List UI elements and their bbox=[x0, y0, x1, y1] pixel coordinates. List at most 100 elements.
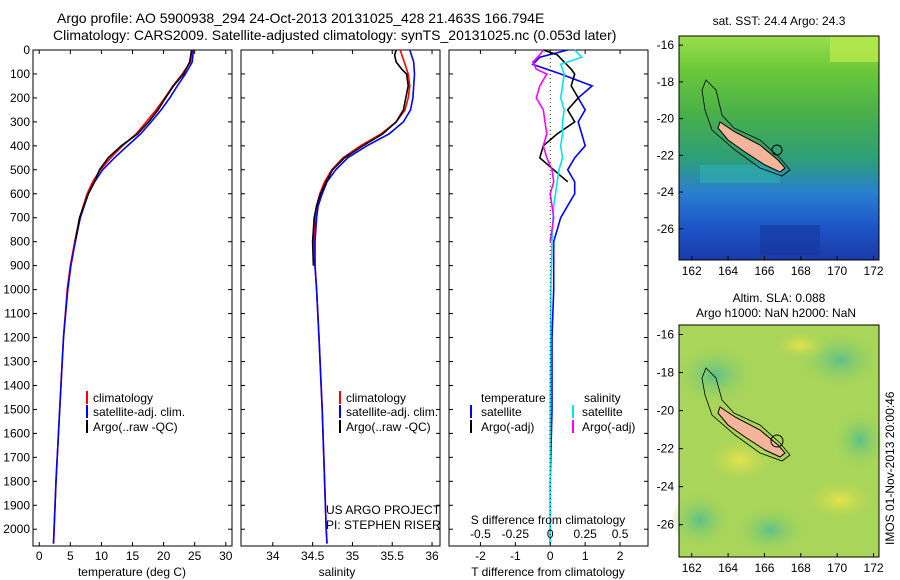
sla-blob bbox=[735, 506, 805, 554]
legend-label-satellite: satellite-adj. clim. bbox=[346, 405, 438, 419]
depth-tick-label: 200 bbox=[10, 91, 30, 105]
top-x-tick-label: -0.25 bbox=[502, 527, 530, 541]
depth-tick-label: 1200 bbox=[3, 331, 30, 345]
x-tick-label: 34.5 bbox=[301, 549, 325, 563]
map-x-tick-label: 162 bbox=[682, 264, 702, 278]
series-line-climatology bbox=[52, 49, 193, 544]
depth-tick-label: 100 bbox=[10, 67, 30, 81]
depth-tick-label: 700 bbox=[10, 211, 30, 225]
x-tick-label: 25 bbox=[188, 549, 202, 563]
depth-tick-label: 0 bbox=[23, 43, 30, 57]
map-x-tick-label: 172 bbox=[864, 264, 884, 278]
map-x-tick-label: 172 bbox=[864, 561, 884, 575]
sla-map-title-line1: Altim. SLA: 0.088 bbox=[733, 291, 826, 305]
figure-title-line2: Climatology: CARS2009. Satellite-adjuste… bbox=[53, 27, 617, 43]
x-tick-label: 2 bbox=[617, 549, 624, 563]
map-x-tick-label: 166 bbox=[754, 264, 774, 278]
legend-label-argo: Argo(..raw -QC) bbox=[93, 420, 178, 434]
sst-map-ticks: 162 164 166 168 170 172 -16 -18 -20 -22 -24 -26 bbox=[657, 38, 884, 278]
x-tick-label: 10 bbox=[95, 549, 109, 563]
map-y-tick-label: -20 bbox=[657, 404, 675, 418]
x-tick-label: 34 bbox=[266, 549, 280, 563]
legend-label-satellite-s: satellite bbox=[582, 405, 623, 419]
map-y-tick-label: -24 bbox=[657, 480, 675, 494]
legend-label-satellite: satellite-adj. clim. bbox=[93, 405, 185, 419]
x-tick-label: 5 bbox=[67, 549, 74, 563]
temperature-panel-frame bbox=[32, 49, 233, 547]
depth-tick-label: 2000 bbox=[3, 522, 30, 536]
x-tick-label: 1 bbox=[582, 549, 589, 563]
x-tick-label: 30 bbox=[219, 549, 233, 563]
legend-heading-salinity: salinity bbox=[584, 391, 621, 405]
map-y-tick-label: -16 bbox=[657, 38, 675, 52]
depth-tick-label: 1700 bbox=[3, 450, 30, 464]
map-y-tick-label: -20 bbox=[657, 112, 675, 126]
map-y-tick-label: -24 bbox=[657, 185, 675, 199]
sst-cool-patch bbox=[700, 165, 780, 183]
map-x-tick-label: 168 bbox=[791, 264, 811, 278]
reef-outline bbox=[701, 367, 791, 462]
x-tick-label: -1 bbox=[510, 549, 521, 563]
sla-map-title-line2: Argo h1000: NaN h2000: NaN bbox=[696, 306, 856, 320]
temperature-legend: climatology satellite-adj. clim. Argo(..… bbox=[86, 391, 185, 434]
legend-label-argo-t: Argo(-adj) bbox=[481, 420, 534, 434]
difference-legend-salinity: salinity satellite Argo(-adj) bbox=[572, 391, 635, 434]
salinity-series bbox=[311, 49, 416, 544]
project-label: US ARGO PROJECT bbox=[326, 503, 441, 517]
map-y-tick-label: -18 bbox=[657, 75, 675, 89]
series-line-satellite-adj-clim- bbox=[52, 49, 195, 544]
depth-tick-label: 1300 bbox=[3, 354, 30, 368]
series-line-argo-raw-qc- bbox=[74, 49, 193, 242]
sla-blob bbox=[675, 345, 755, 405]
sla-blob bbox=[834, 410, 886, 470]
series-line-climatology bbox=[313, 49, 411, 544]
temperature-series bbox=[52, 49, 195, 544]
sst-field bbox=[679, 36, 879, 260]
x-tick-label: -2 bbox=[475, 549, 486, 563]
legend-label-climatology: climatology bbox=[346, 391, 406, 405]
series-line-satellite-adj-clim- bbox=[314, 49, 416, 544]
map-x-tick-label: 162 bbox=[682, 561, 702, 575]
x-tick-label: 35 bbox=[346, 549, 360, 563]
depth-tick-label: 1500 bbox=[3, 402, 30, 416]
x-tick-label: 0 bbox=[547, 549, 554, 563]
top-x-tick-label: 0 bbox=[547, 527, 554, 541]
salinity-x-ticks: 34 34.5 35 35.5 36 bbox=[266, 50, 439, 563]
depth-tick-label: 500 bbox=[10, 163, 30, 177]
map-y-tick-label: -22 bbox=[657, 148, 675, 162]
sla-map-ticks: 162 164 166 168 170 172 -16 -18 -20 -22 -24 -26 bbox=[657, 328, 884, 575]
argo-marker-sla bbox=[770, 434, 784, 448]
map-y-tick-label: -26 bbox=[657, 222, 675, 236]
pi-label: PI: STEPHEN RISER bbox=[326, 518, 441, 532]
map-x-tick-label: 166 bbox=[754, 561, 774, 575]
difference-x-label: T difference from climatology bbox=[471, 565, 625, 579]
depth-tick-label: 400 bbox=[10, 139, 30, 153]
map-y-tick-label: -16 bbox=[657, 328, 675, 342]
series-line-argo-raw-qc- bbox=[311, 49, 410, 266]
map-x-tick-label: 164 bbox=[718, 561, 738, 575]
series-line-satellite-s bbox=[549, 49, 584, 544]
top-x-tick-label: 0.25 bbox=[573, 527, 597, 541]
sst-map-frame bbox=[678, 35, 880, 261]
x-tick-label: 36 bbox=[425, 549, 439, 563]
depth-tick-label: 1000 bbox=[3, 283, 30, 297]
sst-map bbox=[678, 35, 880, 261]
depth-tick-label: 1800 bbox=[3, 474, 30, 488]
depth-tick-label: 1900 bbox=[3, 498, 30, 512]
legend-label-climatology: climatology bbox=[93, 391, 153, 405]
depth-tick-label: 800 bbox=[10, 235, 30, 249]
sla-map bbox=[670, 324, 886, 558]
salinity-panel-frame bbox=[240, 49, 441, 547]
legend-heading-temperature: temperature bbox=[481, 391, 546, 405]
map-x-tick-label: 170 bbox=[827, 264, 847, 278]
imos-watermark: IMOS 01-Nov-2013 20:00:46 bbox=[883, 391, 897, 545]
depth-tick-label: 300 bbox=[10, 115, 30, 129]
sst-map-title: sat. SST: 24.4 Argo: 24.3 bbox=[713, 14, 846, 28]
difference-panel-frame bbox=[448, 49, 649, 547]
series-line-argo-s bbox=[531, 49, 555, 242]
x-tick-label: 35.5 bbox=[381, 549, 405, 563]
difference-top-x-label: S difference from climatology bbox=[471, 513, 626, 527]
salinity-x-label: salinity bbox=[319, 565, 356, 579]
sla-map-frame bbox=[678, 324, 880, 558]
